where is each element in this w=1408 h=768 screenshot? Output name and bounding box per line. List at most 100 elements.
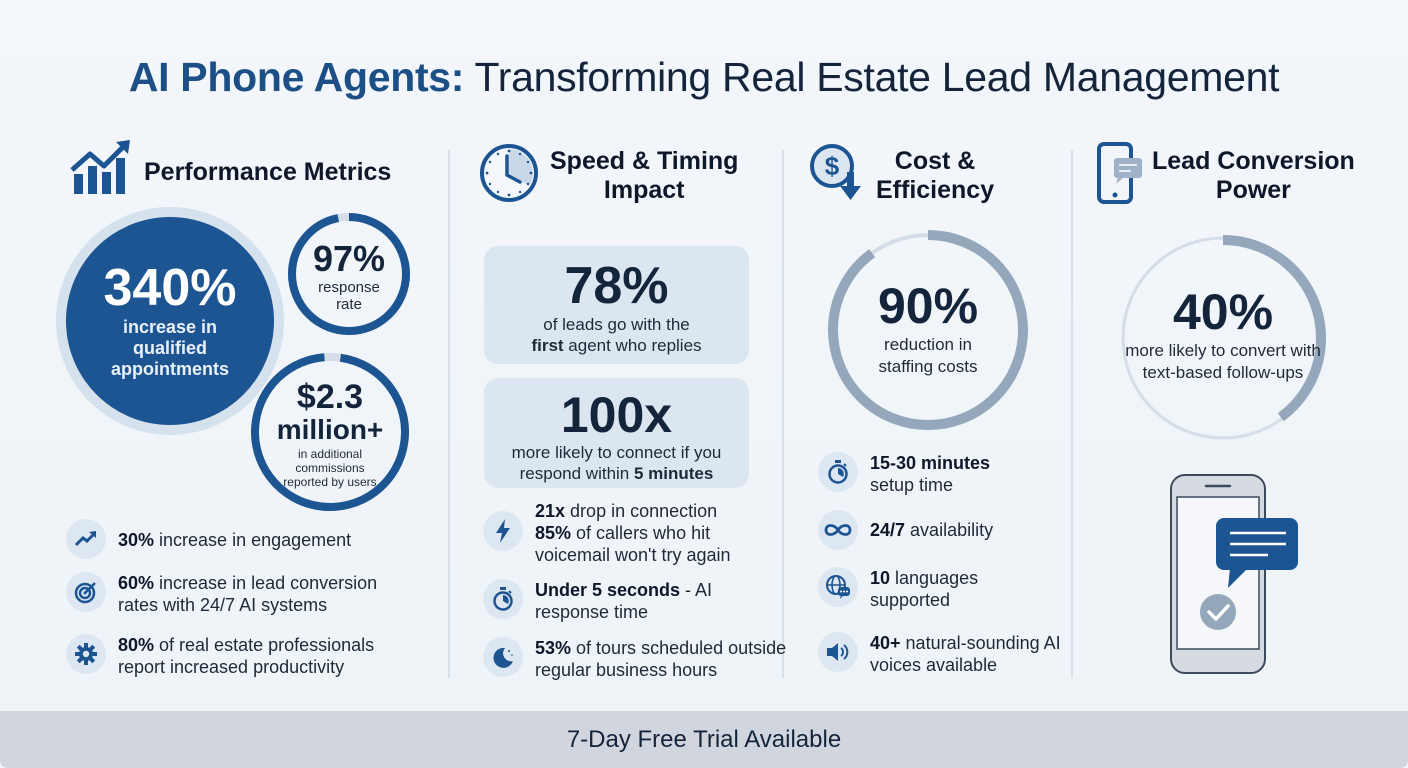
list-item: 80% of real estate professionals report …: [66, 634, 408, 678]
item-bold: 21x: [535, 501, 566, 521]
item-bold: 53%: [535, 638, 572, 658]
phone-message-check-illustration: [1168, 472, 1303, 681]
list-item: 40+ natural-sounding AI voices available: [818, 632, 1070, 676]
stat-label-bold: first: [531, 336, 564, 355]
free-trial-label: 7-Day Free Trial Available: [566, 725, 842, 753]
stopwatch-icon: [818, 452, 858, 492]
item-bold: 80%: [118, 635, 155, 655]
stat-340-circle: 340% increase in qualified appointments: [66, 217, 274, 425]
stat-value-line1: $2.3: [296, 378, 364, 416]
title-accent: AI Phone Agents:: [128, 54, 465, 100]
stat-label: more likely to convert with text-based f…: [1125, 341, 1321, 382]
stat-label-bold: 5 minutes: [633, 464, 714, 483]
stopwatch-icon: [483, 579, 523, 619]
item-bold: 10: [870, 568, 891, 588]
item-bold: 24/7: [870, 520, 906, 540]
list-item: 60% increase in lead conversion rates wi…: [66, 572, 398, 616]
conversion-heading-text: Lead Conversion Power: [1152, 147, 1355, 205]
heading-line1: Lead Conversion: [1152, 146, 1355, 175]
lightning-icon: [483, 511, 523, 551]
heading-line2: Impact: [603, 175, 685, 204]
item-text: of real estate professionals report incr…: [118, 635, 375, 677]
free-trial-banner[interactable]: 7-Day Free Trial Available: [0, 711, 1408, 768]
item-text: natural-sounding AI voices available: [870, 633, 1061, 675]
item-text: increase in engagement: [154, 530, 352, 550]
globe-chat-icon: [818, 567, 858, 607]
stat-value: 97%: [312, 238, 386, 279]
svg-text:$: $: [825, 151, 840, 181]
item-text: increase in lead conversion rates with 2…: [118, 573, 378, 615]
ring-chart: [251, 353, 409, 511]
trending-up-icon: [66, 519, 106, 559]
item-bold: 60%: [118, 573, 155, 593]
gear-icon: [66, 634, 106, 674]
item-text: of tours scheduled outside regular busin…: [535, 638, 787, 680]
stat-100x-box: 100x more likely to connect if you respo…: [484, 378, 749, 488]
stat-90-ring: 90% reduction in staffing costs: [826, 228, 1030, 432]
stat-78-box: 78% of leads go with the first agent who…: [484, 246, 749, 364]
stat-label: response rate: [318, 279, 380, 313]
stat-40-ring: 40% more likely to convert with text-bas…: [1117, 232, 1329, 444]
item-text: languages supported: [870, 568, 979, 610]
target-icon: [66, 572, 106, 612]
infinity-icon: [818, 510, 858, 550]
stat-label: reduction in staffing costs: [878, 335, 978, 376]
stat-label-line1: more likely to connect if you: [511, 443, 722, 462]
title-rest: Transforming Real Estate Lead Management: [474, 54, 1280, 100]
column-divider: [1071, 150, 1073, 678]
item-text: availability: [905, 520, 994, 540]
stat-97-ring: 97% response rate: [286, 211, 412, 337]
column-divider: [782, 150, 784, 678]
heading-line2: Efficiency: [876, 175, 995, 204]
heading-line2: Power: [1215, 175, 1291, 204]
cost-heading-text: Cost & Efficiency: [876, 147, 994, 205]
clock-icon: [478, 142, 540, 209]
performance-heading-text: Performance Metrics: [144, 158, 392, 186]
speed-heading-text: Speed & Timing Impact: [550, 147, 738, 205]
stat-value: 100x: [560, 387, 673, 443]
stat-value: 340%: [103, 259, 237, 317]
item-bold: 15-30 minutes: [870, 453, 991, 473]
item-bold: 40+: [870, 633, 901, 653]
list-item: 53% of tours scheduled outside regular b…: [483, 637, 795, 681]
list-item: 10 languages supported: [818, 567, 1020, 611]
stat-label: increase in qualified appointments: [110, 317, 229, 379]
stat-label-start: respond within: [519, 464, 634, 483]
chart-growth-icon: [70, 140, 132, 201]
heading-line1: Cost &: [894, 146, 976, 175]
item-text: - AI response time: [535, 580, 713, 622]
stat-value-line2: million+: [276, 414, 384, 445]
moon-icon: [483, 637, 523, 677]
item-text: of callers who hit voicemail won't try a…: [535, 523, 731, 565]
item-bold: Under 5 seconds: [535, 580, 681, 600]
page-title: AI Phone Agents: Transforming Real Estat…: [0, 52, 1408, 102]
item-text: setup time: [870, 475, 954, 495]
stat-value: 78%: [564, 257, 669, 315]
list-item: 30% increase in engagement: [66, 519, 351, 559]
speed-heading: Speed & Timing Impact: [478, 142, 738, 209]
item-text: drop in connection: [565, 501, 718, 521]
list-item: 24/7 availability: [818, 510, 993, 550]
item-bold: 85%: [535, 523, 572, 543]
phone-chat-icon: [1096, 142, 1144, 209]
performance-heading: Performance Metrics: [70, 140, 391, 201]
ring-chart: [1120, 235, 1326, 441]
stat-commission-ring: $2.3 million+ in additional commissions …: [249, 351, 411, 513]
stat-value: 90%: [877, 278, 979, 334]
list-item: Under 5 seconds - AI response time: [483, 579, 755, 623]
stat-label: in additional commissions reported by us…: [283, 447, 377, 489]
conversion-heading: Lead Conversion Power: [1096, 142, 1355, 209]
item-bold: 30%: [118, 530, 155, 550]
ring-chart: [288, 213, 410, 335]
heading-line1: Speed & Timing: [550, 146, 739, 175]
list-item: 15-30 minutes setup time: [818, 452, 990, 496]
speaker-icon: [818, 632, 858, 672]
ring-chart: [828, 230, 1028, 430]
column-divider: [448, 150, 450, 678]
stat-value: 40%: [1172, 284, 1274, 340]
stat-label-rest: agent who replies: [563, 336, 702, 355]
stat-label-line1: of leads go with the: [543, 315, 690, 334]
dollar-down-icon: $: [808, 142, 866, 209]
cost-heading: $ Cost & Efficiency: [808, 142, 994, 209]
